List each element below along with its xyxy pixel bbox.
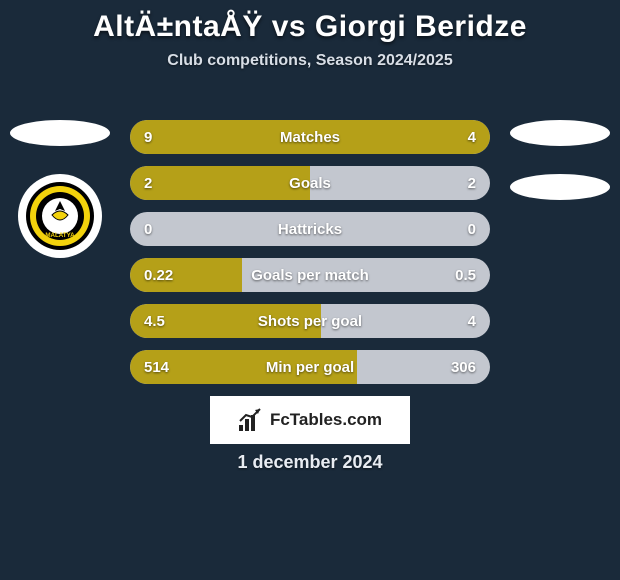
stat-label: Goals — [130, 166, 490, 200]
stat-row: 514306Min per goal — [130, 350, 490, 384]
left-club-badge: MALATYA — [18, 174, 102, 258]
stat-row: 94Matches — [130, 120, 490, 154]
stat-label: Shots per goal — [130, 304, 490, 338]
infographic-date: 1 december 2024 — [0, 452, 620, 473]
stat-row: 4.54Shots per goal — [130, 304, 490, 338]
svg-text:MALATYA: MALATYA — [45, 232, 75, 239]
brand-text: FcTables.com — [270, 410, 382, 430]
fctables-logo-icon — [238, 407, 264, 433]
page-title: AltÄ±ntaÅŸ vs Giorgi Beridze — [0, 10, 620, 44]
stat-label: Hattricks — [130, 212, 490, 246]
stat-label: Min per goal — [130, 350, 490, 384]
stat-bars: 94Matches 22Goals 00Hattricks 0.220.5Goals … — [130, 120, 490, 396]
malatya-badge-icon: MALATYA — [25, 181, 95, 251]
stat-row: 0.220.5Goals per match — [130, 258, 490, 292]
right-club-badge-placeholder — [510, 174, 610, 200]
page-subtitle: Club competitions, Season 2024/2025 — [0, 52, 620, 70]
right-player-avatar-placeholder — [510, 120, 610, 146]
stat-row: 00Hattricks — [130, 212, 490, 246]
brand-box: FcTables.com — [210, 396, 410, 444]
stat-row: 22Goals — [130, 166, 490, 200]
stat-label: Goals per match — [130, 258, 490, 292]
right-player-column — [500, 120, 620, 228]
infographic: AltÄ±ntaÅŸ vs Giorgi Beridze Club compet… — [0, 0, 620, 580]
left-player-column: MALATYA — [0, 120, 120, 258]
stat-label: Matches — [130, 120, 490, 154]
left-player-avatar-placeholder — [10, 120, 110, 146]
